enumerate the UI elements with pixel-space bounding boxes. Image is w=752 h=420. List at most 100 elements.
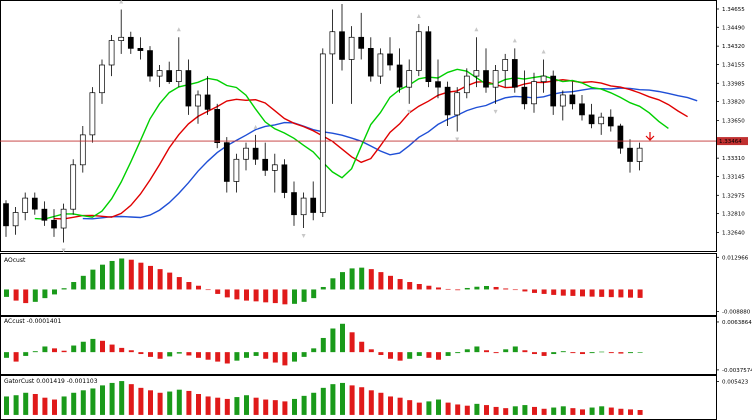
histogram-bar (416, 352, 422, 356)
price-tick-label: 1.34655 (722, 7, 745, 13)
histogram-bar (301, 352, 307, 357)
histogram-bar (340, 382, 345, 415)
histogram-bar (167, 352, 173, 357)
histogram-bar (493, 286, 499, 290)
candle-body (569, 94, 576, 105)
histogram-bar (42, 397, 48, 415)
fractal-up-icon (176, 27, 181, 32)
histogram-bar (580, 352, 585, 355)
histogram-bar (416, 402, 422, 415)
candle-body (204, 94, 211, 110)
histogram-bar (388, 396, 393, 415)
histogram-bar (637, 410, 643, 415)
histogram-bar (205, 352, 211, 360)
histogram-bar (196, 394, 201, 415)
histogram-bar (205, 289, 211, 291)
candle-body (271, 164, 278, 171)
histogram-bar (234, 352, 240, 361)
fractal-up-icon (512, 38, 517, 43)
histogram-bar (148, 265, 153, 290)
histogram-bar (388, 275, 393, 290)
histogram-bar (244, 395, 249, 415)
histogram-bar (464, 287, 470, 290)
histogram-bar (138, 262, 144, 290)
histogram-bar (23, 289, 29, 304)
histogram-bar (253, 289, 259, 302)
histogram-bar (330, 328, 336, 353)
price-tick-label: 1.33820 (722, 100, 745, 106)
candle-body (531, 81, 537, 105)
candle-body (579, 103, 585, 116)
histogram-bar (4, 396, 9, 415)
histogram-bar (100, 340, 105, 353)
candle-body (396, 64, 403, 88)
histogram-bar (580, 289, 585, 297)
candle-body (41, 208, 48, 221)
candle-body (617, 125, 624, 149)
histogram-bar (599, 351, 605, 353)
candle-body (607, 116, 614, 127)
candle-body (22, 197, 29, 213)
histogram-bar (426, 352, 432, 358)
histogram-bar (560, 406, 566, 415)
fractal-up-icon (416, 13, 421, 18)
histogram-bar (551, 407, 557, 415)
histogram-bar (109, 260, 115, 290)
histogram-bar (464, 349, 470, 353)
fractal-up-icon (119, 0, 124, 4)
price-tick-label: 1.32975 (722, 193, 745, 199)
candle-body (377, 53, 384, 77)
panel-tick-label: 0.0063864 (722, 320, 752, 326)
histogram-bar (368, 269, 374, 290)
candle-body (214, 109, 221, 143)
histogram-bar (388, 352, 393, 359)
histogram-bar (628, 289, 633, 298)
histogram-bar (157, 269, 163, 290)
candle-body (627, 147, 633, 162)
gator-panel-label: GatorCust 0.001419 -0.001103 (4, 378, 98, 385)
candle-body (185, 70, 192, 107)
histogram-bar (512, 346, 518, 353)
histogram-bar (359, 341, 365, 353)
fractal-down-icon (61, 248, 66, 253)
price-panel: 1.34655 1.34490 1.34320 1.34155 1.33985 1.338… (0, 0, 748, 253)
histogram-bar (119, 381, 125, 415)
histogram-bar (234, 289, 240, 300)
histogram-bar (292, 352, 297, 362)
histogram-bar (71, 282, 77, 290)
histogram-bar (407, 352, 413, 359)
candle-body (147, 50, 153, 77)
candle-body (473, 70, 480, 77)
candle-body (598, 116, 605, 125)
candle-body (60, 208, 67, 229)
histogram-bar (90, 338, 96, 353)
candle-body (118, 36, 125, 41)
fractal-down-icon (455, 137, 460, 142)
candle-body (550, 75, 557, 107)
histogram-bar (551, 289, 557, 295)
histogram-bar (23, 392, 29, 415)
panel-tick-label: -0.008880 (722, 309, 751, 315)
histogram-bar (589, 289, 595, 297)
histogram-bar (52, 289, 57, 295)
histogram-bar (128, 350, 134, 353)
candle-body (281, 164, 288, 193)
histogram-bar (436, 352, 441, 360)
candle-body (195, 94, 201, 107)
histogram-bar (138, 352, 144, 355)
histogram-bar (32, 351, 38, 353)
candle-body (425, 31, 432, 82)
candle-body (540, 75, 547, 82)
histogram-bar (637, 352, 643, 353)
ac-axis: 0.0063864 -0.0037574 (716, 320, 752, 374)
histogram-bar (320, 337, 326, 353)
histogram-bar (61, 350, 67, 353)
histogram-bar (100, 264, 105, 290)
price-tick-label: 1.32640 (722, 230, 745, 236)
candle-body (502, 59, 509, 71)
histogram-bar (378, 352, 384, 355)
candle-body (70, 164, 77, 210)
candle-body (3, 203, 9, 227)
histogram-bar (23, 352, 29, 356)
